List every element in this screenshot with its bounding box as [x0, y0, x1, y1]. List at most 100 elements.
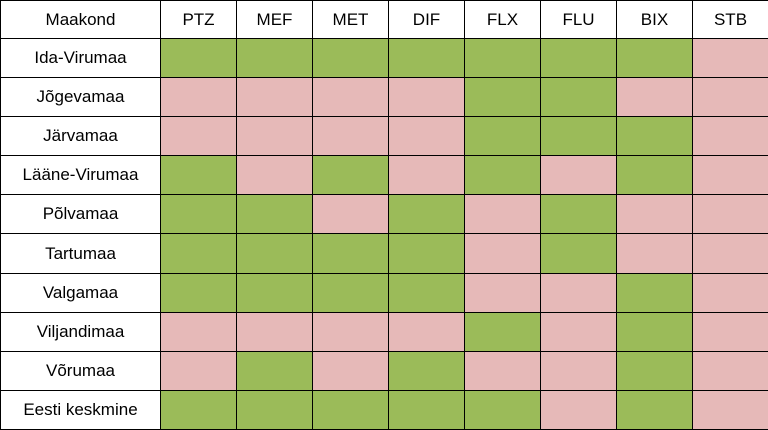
status-cell-green: [464, 77, 541, 118]
header-met: MET: [312, 0, 389, 39]
table-row: Valgamaa: [0, 272, 768, 313]
status-cell-green: [540, 194, 617, 235]
status-cell-green: [236, 37, 313, 79]
status-cell-pink: [464, 350, 541, 391]
status-cell-pink: [616, 233, 693, 274]
status-cell-green: [540, 116, 617, 157]
status-cell-pink: [464, 272, 541, 313]
status-cell-pink: [160, 311, 237, 352]
status-cell-green: [160, 155, 237, 196]
status-cell-green: [616, 389, 693, 430]
status-cell-green: [236, 233, 313, 274]
status-cell-green: [160, 37, 237, 79]
county-name-cell: Võrumaa: [0, 350, 161, 391]
status-cell-green: [464, 37, 541, 79]
table-row: Jõgevamaa: [0, 77, 768, 118]
status-cell-pink: [616, 194, 693, 235]
status-cell-green: [388, 272, 465, 313]
status-cell-green: [464, 311, 541, 352]
table-row: Eesti keskmine: [0, 389, 768, 430]
county-name-cell: Eesti keskmine: [0, 389, 161, 430]
header-bix: BIX: [616, 0, 693, 39]
status-cell-green: [616, 350, 693, 391]
table-row: Järvamaa: [0, 116, 768, 157]
status-cell-green: [464, 116, 541, 157]
status-cell-green: [388, 37, 465, 79]
county-name-cell: Ida-Virumaa: [0, 37, 161, 79]
table-row: Tartumaa: [0, 233, 768, 274]
status-cell-pink: [540, 155, 617, 196]
status-cell-green: [312, 37, 389, 79]
county-name-cell: Tartumaa: [0, 233, 161, 274]
status-cell-pink: [236, 155, 313, 196]
status-cell-pink: [540, 311, 617, 352]
status-cell-pink: [388, 77, 465, 118]
status-cell-pink: [312, 311, 389, 352]
status-cell-pink: [312, 77, 389, 118]
status-cell-green: [236, 272, 313, 313]
county-name-cell: Põlvamaa: [0, 194, 161, 235]
county-name-cell: Järvamaa: [0, 116, 161, 157]
status-cell-pink: [692, 116, 768, 157]
status-cell-pink: [692, 272, 768, 313]
table-row: Ida-Virumaa: [0, 37, 768, 79]
status-cell-pink: [692, 155, 768, 196]
county-name-cell: Lääne-Virumaa: [0, 155, 161, 196]
header-row: Maakond PTZ MEF MET DIF FLX FLU BIX STB: [0, 0, 768, 39]
status-cell-green: [236, 194, 313, 235]
header-dif: DIF: [388, 0, 465, 39]
status-cell-green: [464, 155, 541, 196]
status-cell-green: [540, 233, 617, 274]
status-cell-pink: [540, 272, 617, 313]
status-cell-pink: [236, 77, 313, 118]
status-cell-green: [312, 272, 389, 313]
table-row: Võrumaa: [0, 350, 768, 391]
header-flx: FLX: [464, 0, 541, 39]
county-name-cell: Viljandimaa: [0, 311, 161, 352]
status-cell-green: [388, 389, 465, 430]
status-cell-pink: [540, 350, 617, 391]
status-cell-green: [160, 233, 237, 274]
table-row: Põlvamaa: [0, 194, 768, 235]
status-cell-green: [388, 350, 465, 391]
status-cell-green: [160, 194, 237, 235]
status-cell-green: [464, 389, 541, 430]
county-name-cell: Jõgevamaa: [0, 77, 161, 118]
county-name-cell: Valgamaa: [0, 272, 161, 313]
status-cell-pink: [236, 116, 313, 157]
status-cell-pink: [160, 350, 237, 391]
status-cell-green: [236, 389, 313, 430]
status-cell-pink: [692, 311, 768, 352]
status-cell-pink: [388, 311, 465, 352]
status-cell-green: [388, 233, 465, 274]
status-cell-pink: [388, 155, 465, 196]
header-mef: MEF: [236, 0, 313, 39]
status-cell-pink: [312, 350, 389, 391]
status-cell-green: [616, 155, 693, 196]
status-cell-pink: [616, 77, 693, 118]
status-cell-green: [616, 37, 693, 79]
header-flu: FLU: [540, 0, 617, 39]
status-cell-pink: [692, 233, 768, 274]
status-cell-pink: [692, 77, 768, 118]
status-cell-green: [236, 350, 313, 391]
status-cell-green: [388, 194, 465, 235]
status-cell-pink: [540, 389, 617, 430]
status-cell-green: [540, 77, 617, 118]
table-body: Ida-Virumaa Jõgevamaa Järvamaa Lääne-Viruma…: [0, 37, 768, 430]
status-cell-pink: [236, 311, 313, 352]
status-cell-green: [160, 272, 237, 313]
status-cell-green: [312, 233, 389, 274]
status-cell-pink: [692, 389, 768, 430]
status-cell-green: [160, 389, 237, 430]
status-cell-pink: [692, 194, 768, 235]
status-cell-pink: [160, 116, 237, 157]
header-county: Maakond: [0, 0, 161, 39]
status-cell-green: [616, 272, 693, 313]
status-cell-pink: [692, 37, 768, 79]
status-cell-green: [312, 389, 389, 430]
status-cell-pink: [464, 233, 541, 274]
header-stb: STB: [692, 0, 768, 39]
status-cell-pink: [692, 350, 768, 391]
